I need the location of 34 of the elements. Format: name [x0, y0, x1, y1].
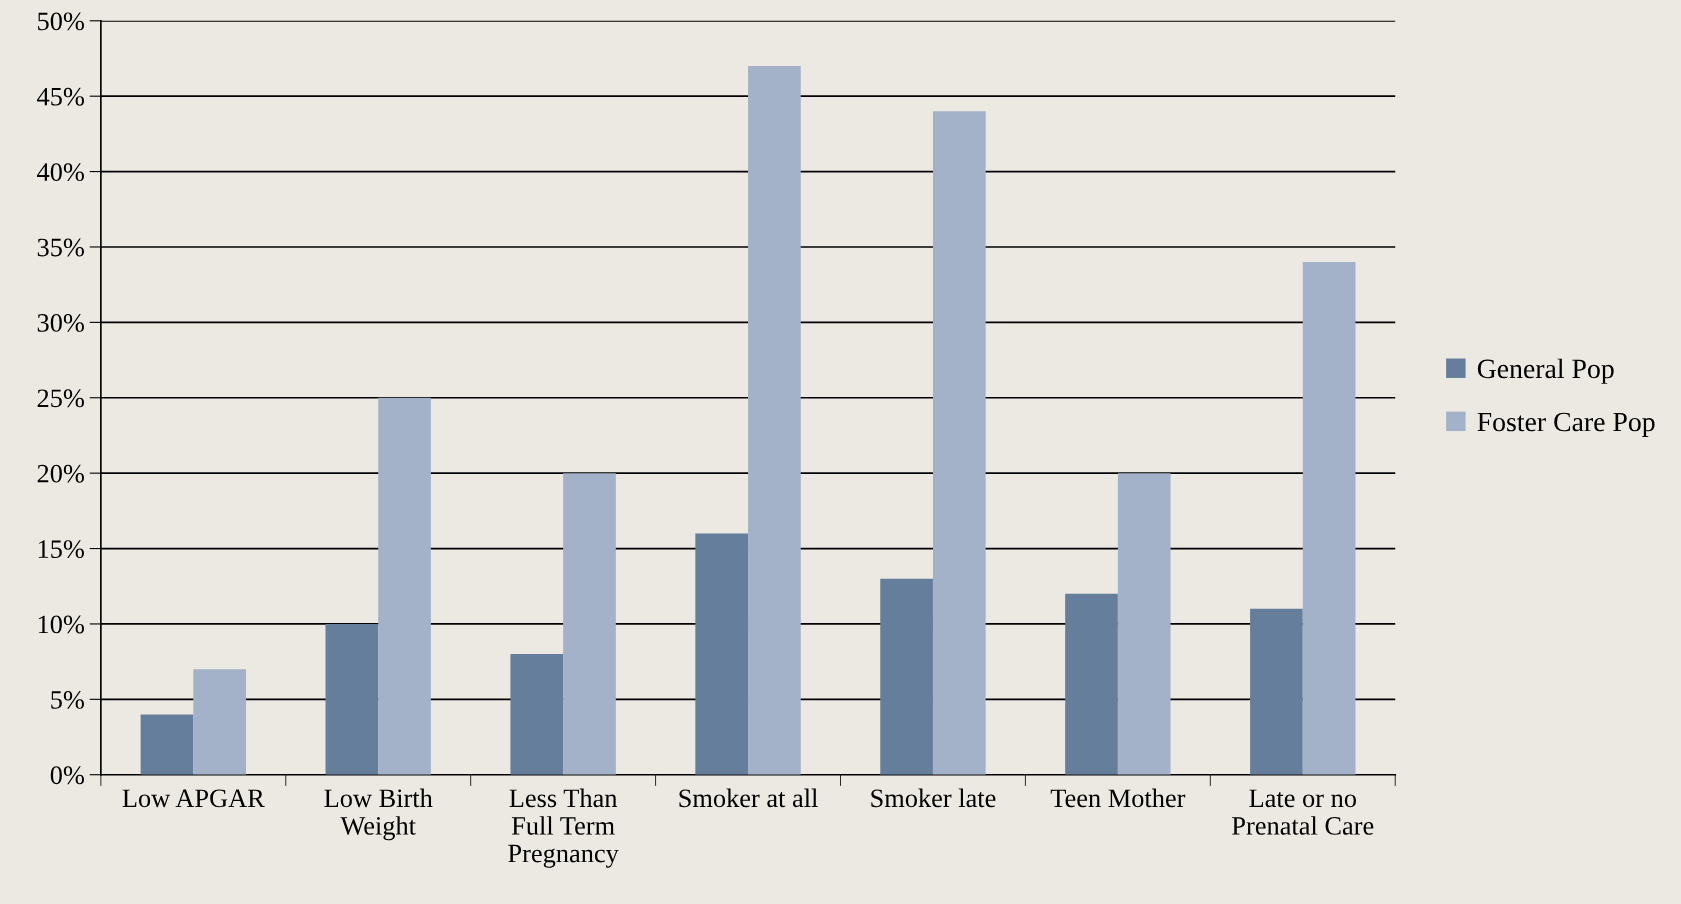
- x-tick-label: Low Birth Weight: [324, 788, 433, 841]
- bar: [748, 66, 801, 775]
- y-tick-label: 5%: [51, 690, 84, 709]
- bar: [325, 623, 379, 775]
- bar: [563, 473, 616, 775]
- x-tick-label: Teen Mother: [1050, 788, 1186, 808]
- x-tick-label: Late or no Prenatal Care: [1232, 789, 1374, 835]
- bar: [695, 533, 749, 775]
- y-tick-label: 35%: [37, 238, 84, 257]
- bar: [1302, 262, 1356, 775]
- y-tick-label: 30%: [37, 313, 84, 332]
- legend-label: Foster Care Pop: [1477, 412, 1655, 438]
- bar: [378, 397, 431, 775]
- y-tick-label: 15%: [38, 540, 84, 559]
- bar: [1117, 473, 1171, 775]
- y-tick-label: 50%: [38, 12, 84, 31]
- bar: [880, 578, 933, 775]
- y-tick-label: 40%: [37, 163, 84, 182]
- x-tick-label: Low APGAR: [122, 789, 265, 808]
- y-tick-label: 20%: [37, 464, 84, 483]
- legend-label: General Pop: [1477, 358, 1614, 384]
- x-tick-label: Less Than Full Term Pregnancy: [508, 788, 619, 868]
- bar: [510, 654, 564, 775]
- bar: [1250, 608, 1303, 775]
- bar: [193, 669, 247, 775]
- bar: [1065, 593, 1118, 775]
- bar: [932, 111, 986, 775]
- bar: [140, 714, 194, 775]
- x-tick-label: Smoker late: [871, 788, 996, 808]
- y-tick-label: 10%: [38, 615, 84, 634]
- y-tick-label: 25%: [37, 389, 84, 408]
- y-tick-label: 0%: [50, 766, 84, 785]
- y-tick-label: 45%: [37, 87, 84, 106]
- x-tick-label: Smoker at all: [679, 788, 818, 808]
